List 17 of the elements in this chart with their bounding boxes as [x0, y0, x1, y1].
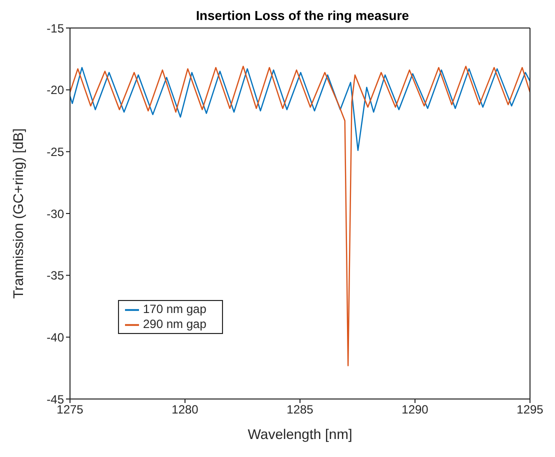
y-tick-label: -20 [46, 83, 64, 98]
y-tick-label: -25 [46, 144, 64, 159]
y-tick-label: -30 [46, 206, 64, 221]
x-tick-label: 1285 [286, 402, 314, 417]
y-tick-label: -40 [46, 330, 64, 344]
line-series [70, 66, 530, 152]
x-tick-label: 1295 [516, 402, 544, 417]
x-axis-title: Wavelength [nm] [248, 426, 352, 442]
y-tick-label: -35 [46, 268, 64, 283]
line-series [70, 66, 530, 366]
chart-title: Insertion Loss of the ring measure [196, 8, 410, 23]
x-tick-label: 1280 [172, 402, 199, 417]
y-tick-label: -15 [46, 21, 64, 36]
legend-label: 290 nm gap [143, 316, 206, 331]
legend-label: 170 nm gap [143, 302, 206, 316]
y-axis-title: Tranmission (GC+ring) [dB] [10, 128, 26, 299]
x-tick-label: 1290 [402, 402, 429, 417]
